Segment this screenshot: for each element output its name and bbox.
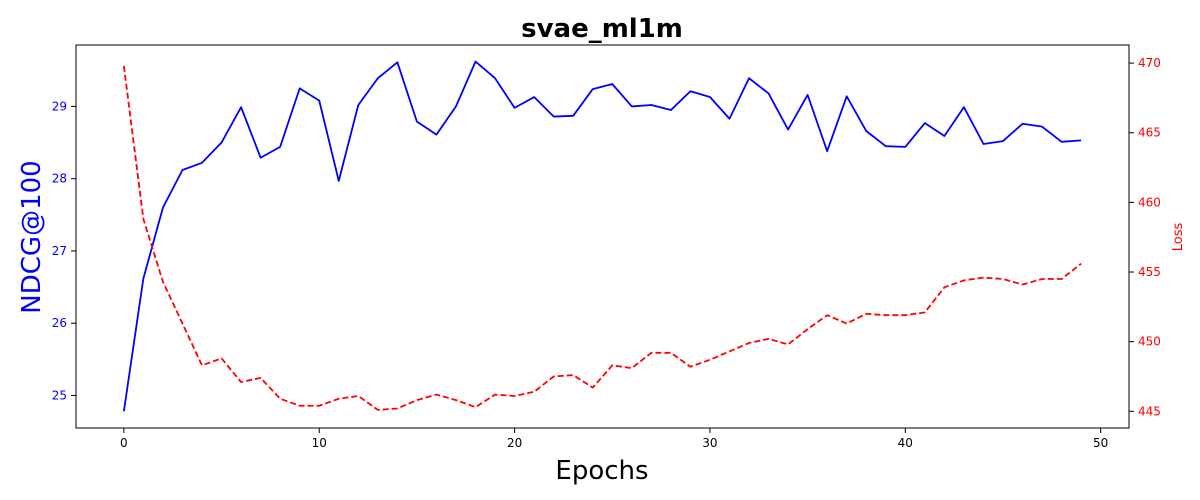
y-left-tick-label: 29 <box>52 99 67 113</box>
series-line-ndcg <box>122 60 1082 412</box>
x-tick-label: 10 <box>312 436 327 450</box>
series-line-loss <box>122 65 1082 411</box>
x-axis-label: Epochs <box>555 456 648 486</box>
plot-frame <box>75 44 1130 429</box>
x-tick-label: 30 <box>702 436 717 450</box>
y-left-tick-label: 25 <box>52 388 67 402</box>
y-right-tick-label: 470 <box>1138 56 1161 70</box>
series-layer <box>122 60 1082 412</box>
ticks-layer: 0 10 20 30 40 50 25 26 27 28 29 445 450 455 460 465 470 <box>52 56 1161 450</box>
x-tick-label: 20 <box>507 436 522 450</box>
y-left-tick-label: 26 <box>52 316 67 330</box>
y-left-tick-label: 28 <box>52 172 67 186</box>
y-right-tick-label: 455 <box>1138 265 1161 279</box>
x-tick-label: 40 <box>898 436 913 450</box>
y-right-tick-label: 445 <box>1138 404 1161 418</box>
y-axis-right-label: Loss <box>1171 223 1186 252</box>
x-tick-label: 50 <box>1093 436 1108 450</box>
y-right-tick-label: 450 <box>1138 335 1161 349</box>
x-tick-label: 0 <box>120 436 128 450</box>
chart-title: svae_ml1m <box>521 14 683 44</box>
y-left-tick-label: 27 <box>52 244 67 258</box>
y-axis-left-label: NDCG@100 <box>17 160 47 313</box>
y-right-tick-label: 460 <box>1138 195 1161 209</box>
y-right-tick-label: 465 <box>1138 126 1161 140</box>
